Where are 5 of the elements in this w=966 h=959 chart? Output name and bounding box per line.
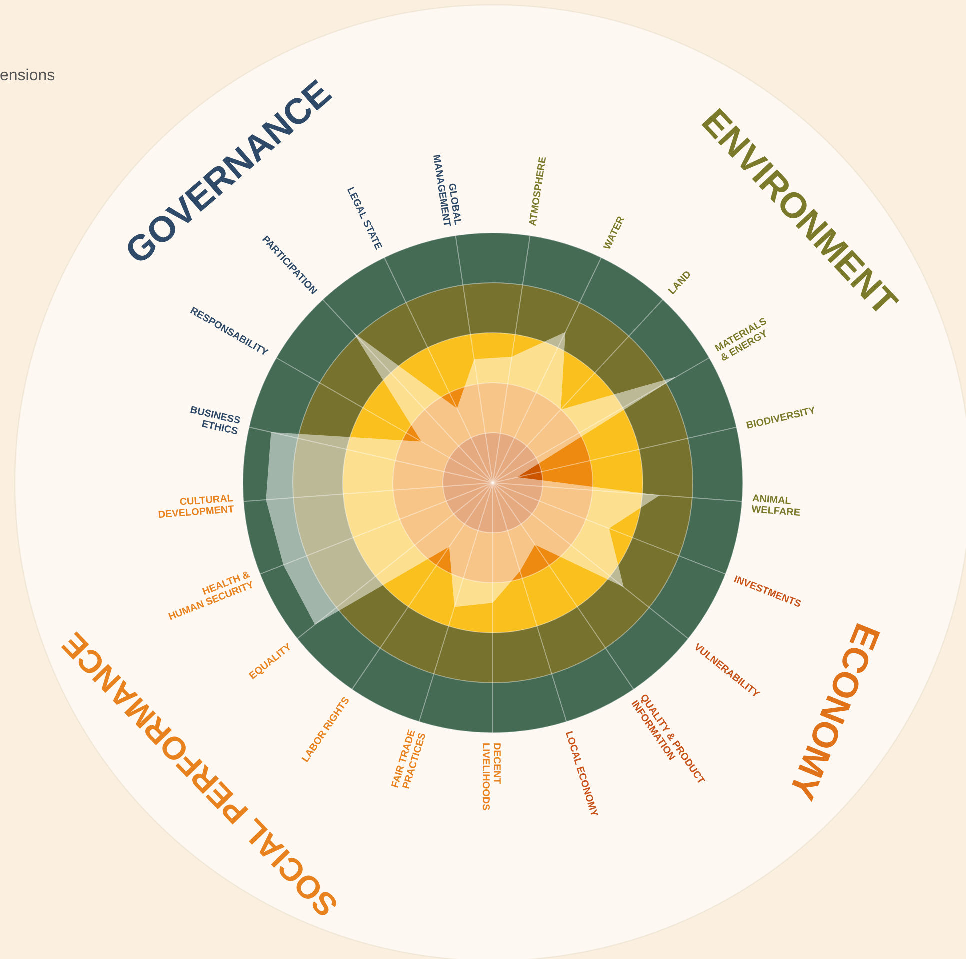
spoke-label: ATMOSPHERE [528,156,550,227]
spoke-label: DECENT LIVELIHOODS [480,743,502,812]
spoke-label: CULTURAL DEVELOPMENT [158,493,235,522]
text: ensions [0,68,56,84]
spoke-label: ANIMAL WELFARE [751,493,802,520]
